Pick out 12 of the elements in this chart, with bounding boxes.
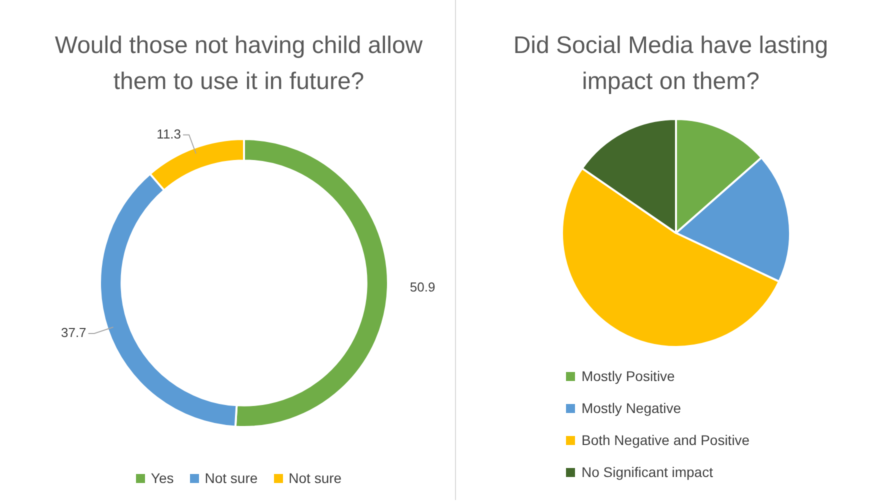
data-label: 37.7 [60, 325, 86, 340]
data-label: 50.9 [410, 279, 436, 294]
legend-label: Mostly Positive [581, 368, 675, 384]
legend-label: Not sure [288, 470, 342, 486]
legend-label: No Significant impact [581, 464, 713, 480]
legend-label: Both Negative and Positive [581, 432, 750, 448]
data-label: 11.3 [156, 126, 182, 142]
chart-title: Did Social Media have lasting impact on them? [512, 31, 830, 97]
legend-label: Mostly Negative [581, 400, 682, 416]
chart-title: Would those not having child allow them to use it in future? [54, 31, 424, 97]
legend-label: Not sure [204, 470, 258, 486]
legend-label: Yes [150, 470, 174, 486]
